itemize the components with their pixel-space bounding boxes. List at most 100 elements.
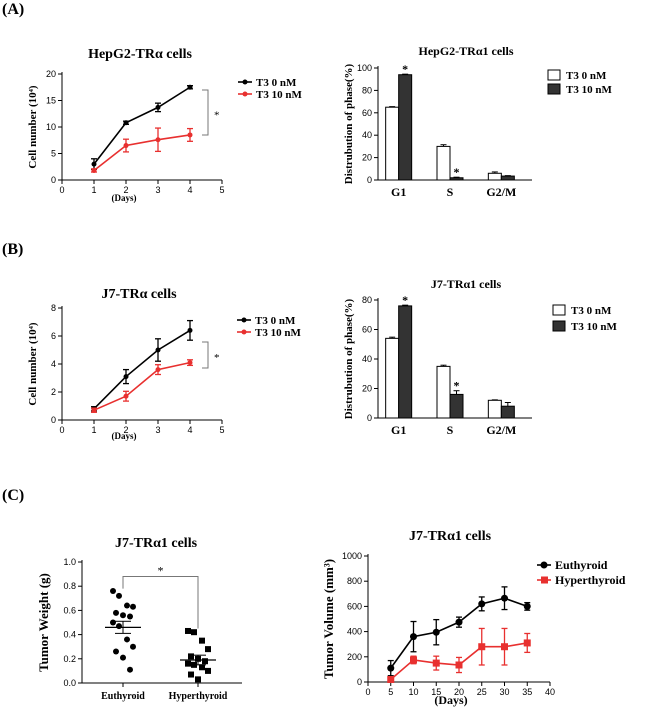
data-point (155, 367, 161, 373)
data-point (123, 374, 129, 380)
bar (398, 74, 413, 181)
legend-label: Euthyroid (555, 558, 608, 572)
y-tick-label: 0.4 (63, 630, 76, 640)
data-point (91, 167, 97, 173)
data-point (155, 104, 161, 110)
x-tick-label: 40 (545, 687, 555, 697)
chart-title: J7-TRα1 cells (409, 529, 492, 544)
legend-label: T3 0 nM (255, 315, 296, 327)
y-tick-label: 10 (46, 122, 56, 132)
legend-label: T3 0 nM (566, 70, 607, 82)
x-tick-label: G1 (391, 423, 406, 437)
data-point (410, 633, 417, 641)
y-tick-label: 0 (367, 413, 372, 423)
data-point (523, 639, 531, 647)
chart-b1-j7-growth: J7-TRα cells 0 2 4 6 8 Cell number (10⁴) 0 1 2 3 4 5… (27, 287, 301, 441)
series-line-2 (93, 134, 191, 172)
y-tick-label: 5 (51, 149, 56, 159)
x-tick-label: S (447, 423, 454, 437)
chart-c1-tumor-weight: J7-TRα1 cells 0.0 0.2 0.4 0.6 0.8 1.0 Tumor Wei… (36, 536, 242, 702)
y-tick-label: 6 (51, 331, 56, 341)
data-point (188, 653, 194, 660)
x-tick-label: 25 (477, 687, 487, 697)
legend-swatch-marker (540, 561, 548, 569)
panel-label-a: (A) (2, 1, 24, 18)
x-tick-label: 2 (123, 425, 128, 435)
x-tick-label: 20 (454, 687, 464, 697)
y-axis-label: Cell number (10⁴) (27, 322, 39, 405)
y-tick-label: 15 (46, 96, 56, 106)
x-tick-label: 30 (499, 687, 509, 697)
legend-label: T3 10 nM (255, 327, 301, 339)
data-point (199, 637, 205, 644)
bar (436, 365, 451, 419)
data-point (501, 594, 508, 602)
legend-label: T3 0 nM (571, 305, 612, 317)
data-point (205, 667, 211, 674)
bar (385, 106, 400, 181)
data-point (187, 327, 193, 333)
data-point (187, 132, 193, 138)
data-point (155, 137, 161, 143)
x-tick-label: Euthyroid (101, 691, 145, 702)
x-tick-label: 3 (155, 185, 160, 195)
y-tick-label: 60 (362, 108, 372, 118)
significance-bracket (202, 89, 209, 136)
data-point (432, 628, 440, 636)
data-point (127, 666, 133, 673)
data-point (124, 636, 130, 643)
y-axis-label: Distrubution of phase(%) (343, 298, 355, 419)
y-tick-label: 20 (362, 384, 372, 394)
bar (487, 172, 502, 181)
data-point (455, 661, 463, 669)
y-tick-label: 60 (362, 325, 372, 335)
data-point (199, 664, 205, 671)
significance-star: * (402, 293, 408, 307)
y-tick-label: 20 (362, 153, 372, 163)
legend-swatch-marker (242, 91, 248, 97)
significance-star: * (454, 379, 460, 393)
y-axis-label: Tumor Volume (mm³) (321, 559, 336, 679)
y-tick-label: 0 (367, 175, 372, 185)
legend-swatch-marker (541, 576, 548, 584)
data-point (187, 84, 193, 90)
y-axis-label: Cell number (10⁴) (27, 85, 39, 168)
data-point (195, 676, 201, 683)
data-point (432, 659, 440, 667)
legend-swatch-marker (241, 329, 247, 335)
legend-swatch (547, 83, 561, 95)
y-tick-label: 0.0 (63, 678, 76, 688)
y-tick-label: 0.6 (63, 605, 76, 615)
x-tick-label: 5 (388, 687, 393, 697)
x-tick-label: 2 (123, 185, 128, 195)
panel-label-c: (C) (2, 487, 24, 504)
data-point (455, 618, 463, 626)
y-tick-label: 0 (357, 677, 362, 687)
series-line-1 (93, 329, 191, 410)
data-point (191, 629, 197, 636)
y-axis-label: Tumor Weight (g) (36, 573, 51, 672)
data-point (123, 143, 129, 149)
legend-label: T3 10 nM (256, 89, 302, 101)
data-point (120, 612, 126, 619)
y-tick-label: 2 (51, 387, 56, 397)
x-tick-label: G1 (391, 185, 406, 199)
chart-title: HepG2-TRα1 cells (418, 44, 513, 58)
data-point (478, 643, 486, 651)
bar (487, 399, 502, 419)
data-point (113, 648, 119, 655)
legend-swatch-marker (241, 317, 247, 323)
data-point (205, 646, 211, 653)
data-point (120, 654, 126, 661)
data-point (185, 627, 191, 634)
y-tick-label: 1000 (342, 551, 362, 561)
chart-a2-hepg2-phase: HepG2-TRα1 cells 0 20 40 60 80 100Distrubution… (343, 44, 612, 199)
significance-star: * (454, 165, 460, 179)
y-tick-label: 0.8 (63, 581, 76, 591)
x-tick-label: 0 (59, 425, 64, 435)
legend-label: T3 10 nM (571, 321, 617, 333)
chart-title: J7-TRα1 cells (431, 277, 502, 291)
y-tick-label: 100 (357, 63, 372, 73)
